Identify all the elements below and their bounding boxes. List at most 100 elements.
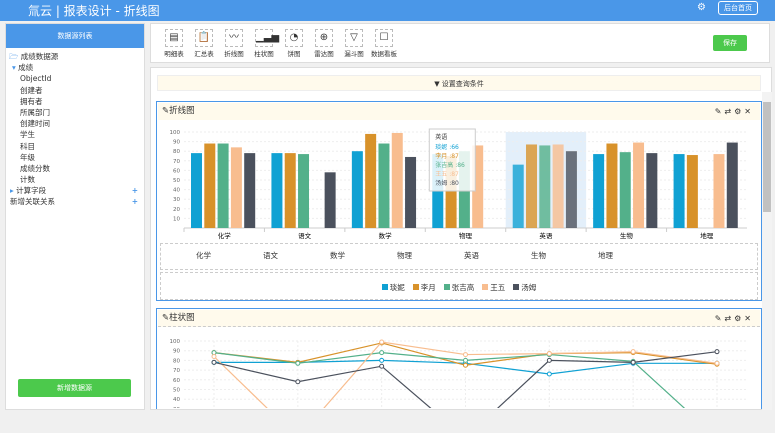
tool-4[interactable]: ◔ 饼图 (279, 29, 309, 58)
bar[interactable] (230, 147, 242, 228)
bar[interactable] (271, 153, 283, 228)
bar[interactable] (646, 153, 658, 228)
data-point[interactable] (630, 359, 636, 365)
tool-3[interactable]: ▁▃▅ 柱状图 (249, 29, 279, 58)
bar[interactable] (539, 145, 551, 228)
data-point[interactable] (379, 339, 385, 345)
bar[interactable] (378, 143, 390, 228)
data-point[interactable] (714, 349, 720, 355)
tool-2[interactable]: 〰折线图 (219, 29, 249, 58)
legend-item[interactable]: 琰妮 (381, 283, 405, 292)
bar[interactable] (445, 156, 457, 228)
bar[interactable] (619, 152, 631, 228)
data-point[interactable] (379, 363, 385, 369)
data-point[interactable] (295, 360, 301, 366)
switch-icon[interactable]: ⇄ (724, 314, 735, 323)
close-icon[interactable]: ✕ (744, 314, 754, 323)
add-icon[interactable]: + (131, 186, 138, 196)
gear-icon[interactable]: ⚙ (697, 2, 706, 13)
add-icon[interactable]: + (131, 197, 138, 207)
tool-1[interactable]: 📋 汇总表 (189, 29, 219, 58)
field-item[interactable]: 拥有者 (20, 96, 43, 106)
tree-group[interactable]: ▾ 成绩 (6, 62, 144, 73)
data-point[interactable] (463, 352, 468, 358)
data-point[interactable] (630, 349, 636, 355)
query-condition-button[interactable]: ▼ 设置查询条件 (157, 75, 761, 91)
category-chip[interactable]: 化学 (196, 251, 211, 260)
line-chart-panel[interactable]: ✎折线图 ✎⇄⚙✕ 10 20 30 40 50 60 70 80 90 100 化学 语文 数学 物理英… (156, 101, 762, 301)
bar[interactable] (552, 144, 564, 228)
field-item[interactable]: 创建者 (20, 85, 43, 95)
bar[interactable] (284, 153, 296, 228)
settings-icon[interactable]: ⚙ (734, 107, 745, 116)
new-datasource-button[interactable]: 新增数据源 (18, 379, 131, 397)
bar[interactable] (324, 172, 336, 228)
bar[interactable] (365, 133, 377, 228)
bar[interactable] (593, 154, 605, 228)
bar[interactable] (244, 153, 256, 228)
field-item[interactable]: ObjectId (20, 74, 52, 84)
bar[interactable] (191, 153, 202, 228)
data-point[interactable] (546, 351, 552, 357)
category-dimension-box[interactable]: 化学 语文 数学 物理 英语 生物 地理 (160, 243, 758, 270)
home-button[interactable]: 后台首页 (718, 1, 758, 15)
pencil-icon[interactable]: ✎ (714, 107, 725, 116)
tree-root[interactable]: 🗁 成绩数据源 (6, 51, 144, 62)
computed-fields[interactable]: ▸ 计算字段 + (6, 185, 144, 196)
edit-icon[interactable]: ✎ (162, 313, 170, 323)
bar[interactable] (673, 154, 685, 228)
category-chip[interactable]: 地理 (598, 251, 613, 260)
category-chip[interactable]: 语文 (263, 251, 278, 260)
tool-0[interactable]: ▤ 明细表 (159, 29, 189, 58)
legend-item[interactable]: 李月 (412, 283, 436, 292)
category-chip[interactable]: 生物 (531, 251, 546, 260)
field-item[interactable]: 年级 (20, 152, 35, 162)
data-point[interactable] (379, 350, 385, 356)
legend-item[interactable]: 王五 (482, 283, 505, 292)
bar[interactable] (351, 151, 363, 228)
legend-item[interactable]: 张吉高 (443, 283, 474, 292)
data-point[interactable] (463, 362, 468, 368)
bar[interactable] (298, 154, 310, 228)
bar[interactable] (405, 156, 417, 228)
bar[interactable] (606, 143, 618, 228)
data-point[interactable] (714, 360, 720, 366)
tool-7[interactable]: ☐ 数据看板 (369, 29, 399, 58)
pencil-icon[interactable]: ✎ (714, 314, 725, 323)
settings-icon[interactable]: ⚙ (734, 314, 745, 323)
bar[interactable] (713, 154, 725, 228)
data-point[interactable] (379, 357, 385, 363)
tool-6[interactable]: ▽ 漏斗图 (339, 29, 369, 58)
bar[interactable] (512, 164, 524, 228)
bar[interactable] (204, 143, 216, 228)
vertical-scrollbar[interactable] (762, 92, 772, 410)
bar[interactable] (526, 144, 538, 228)
category-chip[interactable]: 物理 (397, 251, 412, 260)
field-item[interactable]: 计数 (20, 175, 35, 185)
field-item[interactable]: 科目 (20, 141, 35, 151)
bar[interactable] (686, 155, 698, 228)
data-point[interactable] (211, 354, 217, 360)
data-point[interactable] (295, 379, 301, 385)
data-point[interactable] (546, 371, 552, 377)
data-point[interactable] (546, 357, 552, 363)
category-chip[interactable]: 英语 (464, 251, 479, 260)
bar[interactable] (565, 151, 577, 228)
bar[interactable] (472, 145, 484, 228)
bar[interactable] (217, 143, 229, 228)
category-chip[interactable]: 数学 (330, 251, 345, 260)
new-relation[interactable]: 新增关联关系 + (6, 196, 144, 207)
field-item[interactable]: 创建时间 (20, 119, 50, 129)
tool-5[interactable]: ⊕ 雷达图 (309, 29, 339, 58)
legend-item[interactable]: 汤姆 (513, 283, 536, 292)
bar[interactable] (391, 132, 403, 228)
field-item[interactable]: 成绩分数 (20, 163, 50, 173)
switch-icon[interactable]: ⇄ (724, 107, 735, 116)
bar[interactable] (633, 142, 645, 228)
data-point[interactable] (463, 357, 468, 363)
field-item[interactable]: 学生 (20, 130, 35, 140)
edit-icon[interactable]: ✎ (162, 106, 170, 116)
bar[interactable] (726, 142, 738, 228)
data-point[interactable] (211, 359, 217, 365)
